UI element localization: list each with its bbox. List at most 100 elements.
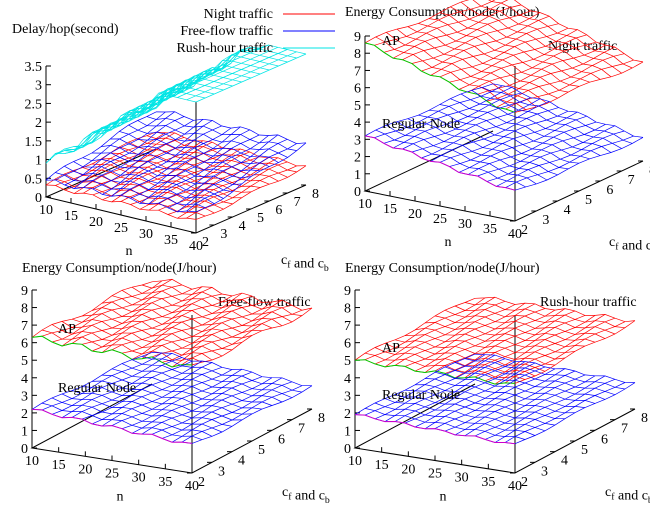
mesh-line xyxy=(514,137,644,191)
z-tick-label: 2 xyxy=(354,151,361,166)
series-surface xyxy=(364,83,644,191)
y-axis-label: cf and cb xyxy=(609,235,650,256)
z-tick-label: 0 xyxy=(354,185,361,200)
mesh-line xyxy=(195,142,307,213)
mesh-line xyxy=(102,141,213,201)
mesh-line xyxy=(404,302,526,367)
mesh-line xyxy=(155,111,307,144)
mesh-line xyxy=(474,353,636,383)
series-surface xyxy=(364,0,644,113)
mesh-line xyxy=(92,140,204,196)
mesh-line xyxy=(177,161,288,219)
mesh-line xyxy=(411,98,541,153)
x-tick-label: 40 xyxy=(185,479,199,494)
y-tick-label: 7 xyxy=(298,422,305,437)
z-tick-label: 0.5 xyxy=(25,172,43,187)
mesh-line xyxy=(64,111,176,186)
mesh-line xyxy=(496,130,625,187)
mesh-line xyxy=(186,51,297,101)
mesh-line xyxy=(474,375,596,437)
legend-label: Night traffic xyxy=(204,7,273,22)
x-axis-label: n xyxy=(445,235,452,250)
mesh-line xyxy=(424,322,586,348)
z-tick-label: 6 xyxy=(344,337,351,352)
x-tick-label: 40 xyxy=(508,227,522,242)
mesh-line xyxy=(139,151,250,210)
x-tick-label: 35 xyxy=(483,222,497,237)
mesh-line xyxy=(148,156,260,211)
y-tick-label: 3 xyxy=(542,213,549,228)
mesh-line xyxy=(83,120,194,188)
mesh-line xyxy=(195,165,307,220)
surface-label: Regular Node xyxy=(58,381,136,396)
mesh-line xyxy=(181,385,303,443)
mesh-line xyxy=(158,135,269,204)
mesh-line xyxy=(130,126,241,199)
series-surface xyxy=(45,111,307,213)
x-tick-label: 30 xyxy=(132,471,146,486)
mesh-line xyxy=(467,41,597,93)
mesh-line xyxy=(364,0,470,44)
mesh-line xyxy=(514,61,644,113)
mesh-line xyxy=(111,295,233,351)
mesh-line xyxy=(467,121,597,175)
mesh-line xyxy=(45,111,157,181)
mesh-line xyxy=(464,315,586,378)
y-tick-label: 2 xyxy=(521,223,528,238)
mesh-line xyxy=(444,308,566,374)
mesh-line xyxy=(364,42,516,113)
y-tick-label: 3 xyxy=(541,464,548,479)
z-tick-label: 1.5 xyxy=(25,135,43,150)
z-tick-label: 3 xyxy=(344,389,351,404)
mesh-line xyxy=(418,23,569,93)
z-axis-label: Delay/hop(second) xyxy=(12,22,119,37)
x-axis-label: n xyxy=(440,490,447,505)
mesh-line xyxy=(484,314,606,382)
mesh-line xyxy=(146,48,297,112)
x-tick-label: 40 xyxy=(508,479,522,494)
mesh-line xyxy=(404,361,526,424)
mesh-line xyxy=(130,148,241,205)
mesh-line xyxy=(477,44,606,95)
x-tick-label: 40 xyxy=(189,239,203,254)
z-tick-label: 9 xyxy=(21,284,28,299)
surface-label: Regular Node xyxy=(382,117,460,132)
z-tick-label: 7 xyxy=(354,64,361,79)
z-tick-label: 3 xyxy=(354,133,361,148)
mesh-line xyxy=(458,34,587,90)
y-tick-label: 6 xyxy=(606,183,613,198)
z-tick-label: 5 xyxy=(354,99,361,114)
z-tick-label: 0 xyxy=(344,442,351,457)
mesh-line xyxy=(195,53,307,103)
mesh-line xyxy=(111,125,222,197)
z-tick-label: 1 xyxy=(21,424,28,439)
mesh-line xyxy=(139,46,250,114)
mesh-line xyxy=(120,127,232,196)
mesh-line xyxy=(45,108,157,164)
mesh-line xyxy=(101,366,223,427)
mesh-line xyxy=(161,299,283,363)
mesh-line xyxy=(55,98,166,154)
x-tick-label: 10 xyxy=(39,203,53,218)
mesh-line xyxy=(167,157,279,215)
mesh-line xyxy=(71,288,193,344)
y-tick-label: 6 xyxy=(275,203,282,218)
mesh-line xyxy=(73,82,224,148)
mesh-line xyxy=(102,67,213,134)
surface-label: AP xyxy=(382,34,400,49)
mesh-line xyxy=(167,134,279,209)
z-tick-label: 4 xyxy=(354,116,361,131)
mesh-line xyxy=(91,362,213,425)
panel-1: 00.511.522.533.510 15 20 25 30 35 40 2345678ncf… xyxy=(12,7,335,274)
mesh-line xyxy=(449,29,578,83)
mesh-line xyxy=(31,409,193,444)
mesh-line xyxy=(171,381,293,443)
mesh-line xyxy=(61,357,183,418)
mesh-line xyxy=(102,120,213,195)
x-tick-label: 20 xyxy=(408,207,422,222)
mesh-line xyxy=(130,50,241,113)
x-axis-label: n xyxy=(117,490,124,505)
mesh-line xyxy=(186,143,297,212)
